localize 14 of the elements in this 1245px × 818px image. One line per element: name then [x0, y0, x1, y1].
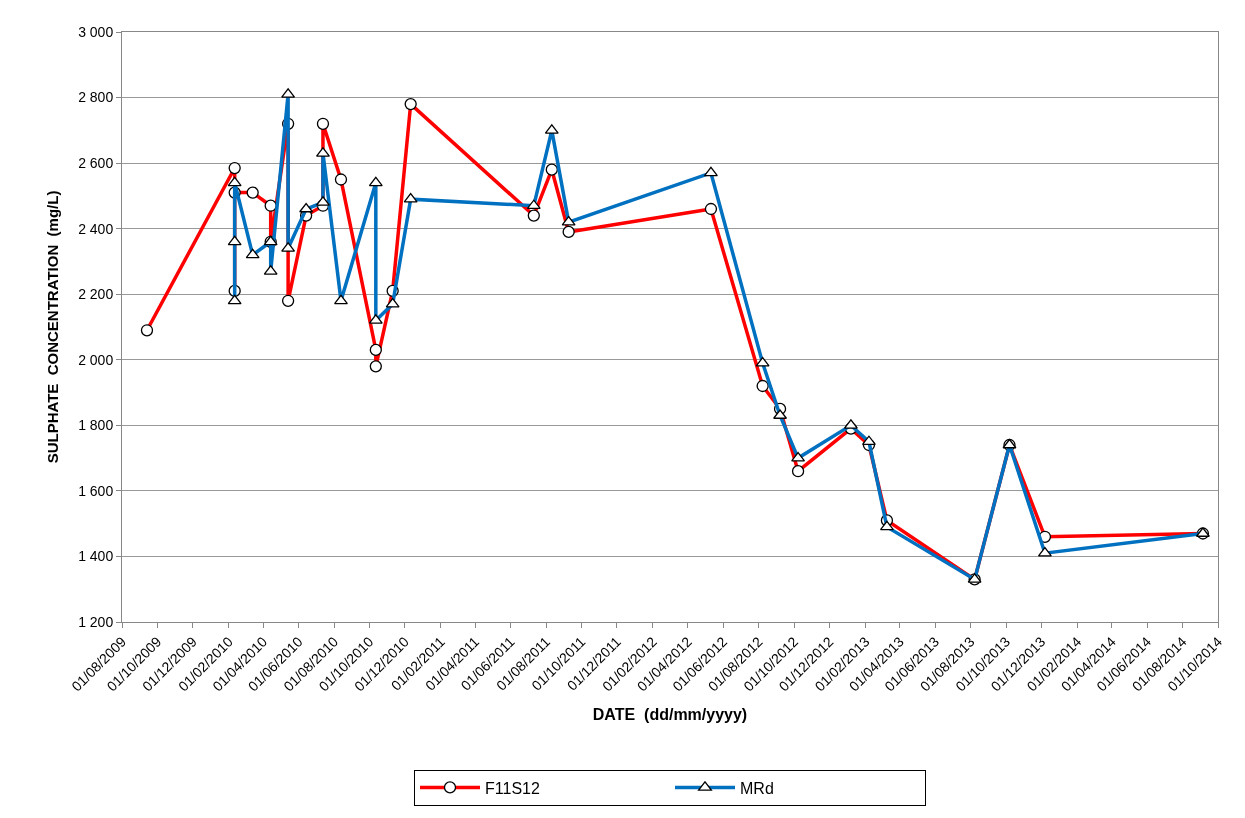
- y-tick-label: 2 200: [78, 286, 114, 303]
- y-tick-label: 1 800: [78, 417, 114, 434]
- y-tick-label: 2 800: [78, 89, 114, 106]
- x-axis-title: DATE (dd/mm/yyyy): [592, 706, 748, 724]
- y-tick-label: 1 200: [78, 613, 114, 630]
- legend-label: F11S12: [485, 779, 540, 797]
- y-tick-label: 2 000: [78, 351, 114, 368]
- y-tick-label: 1 600: [78, 482, 114, 499]
- y-axis-title: SULPHATE CONCENTRATION (mg/L): [44, 190, 62, 464]
- y-tick-label: 1 400: [78, 548, 114, 565]
- y-tick-label: 2 600: [78, 155, 114, 172]
- y-tick-label: 3 000: [78, 23, 114, 40]
- y-tick-label: 2 400: [78, 220, 114, 237]
- legend-label: MRd: [740, 779, 774, 797]
